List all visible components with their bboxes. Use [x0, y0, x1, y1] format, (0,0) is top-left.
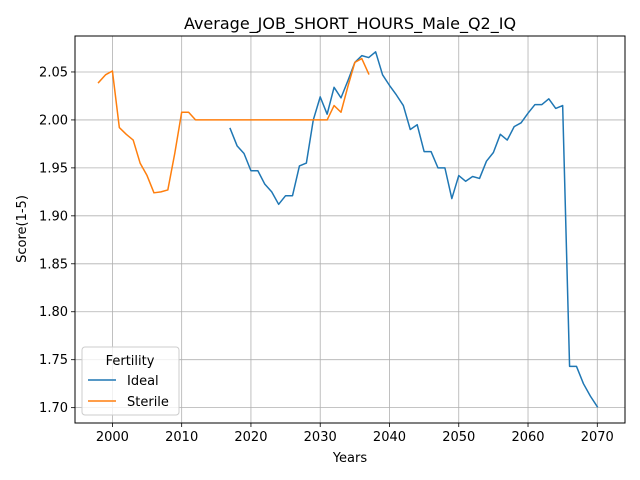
- y-tick-label: 1.90: [39, 209, 68, 224]
- x-tick-label: 2020: [234, 430, 267, 445]
- ticks: 2000 2010 2020 2030 2040 2050 2060 2070 1.70 1.75…: [39, 65, 614, 445]
- plot-frame: [74, 35, 626, 424]
- legend-label-ideal: Ideal: [127, 374, 159, 389]
- x-tick-label: 2050: [442, 430, 475, 445]
- series-line-sterile: [97, 57, 370, 194]
- x-axis-label: Years: [332, 451, 368, 466]
- legend-box: [81, 346, 180, 416]
- chart-title: Average_JOB_SHORT_HOURS_Male_Q2_IQ: [184, 14, 516, 34]
- y-tick-label: 1.70: [39, 401, 68, 416]
- y-tick-label: 2.00: [39, 113, 68, 128]
- y-tick-label: 1.80: [39, 305, 68, 320]
- y-tick-label: 1.75: [39, 353, 68, 368]
- y-tick-label: 2.05: [39, 65, 68, 80]
- x-tick-label: 2060: [511, 430, 544, 445]
- y-tick-label: 1.85: [39, 257, 68, 272]
- legend-title: Fertility: [106, 354, 155, 369]
- series-group: [97, 51, 599, 408]
- x-tick-label: 2040: [373, 430, 406, 445]
- series-line-ideal: [229, 51, 599, 408]
- x-tick-label: 2070: [581, 430, 614, 445]
- legend-label-sterile: Sterile: [127, 395, 169, 410]
- legend: Fertility Ideal Sterile: [81, 346, 180, 416]
- x-tick-label: 2000: [96, 430, 129, 445]
- y-axis-label: Score(1-5): [15, 195, 30, 263]
- x-tick-label: 2030: [304, 430, 337, 445]
- y-tick-label: 1.95: [39, 161, 68, 176]
- x-tick-label: 2010: [165, 430, 198, 445]
